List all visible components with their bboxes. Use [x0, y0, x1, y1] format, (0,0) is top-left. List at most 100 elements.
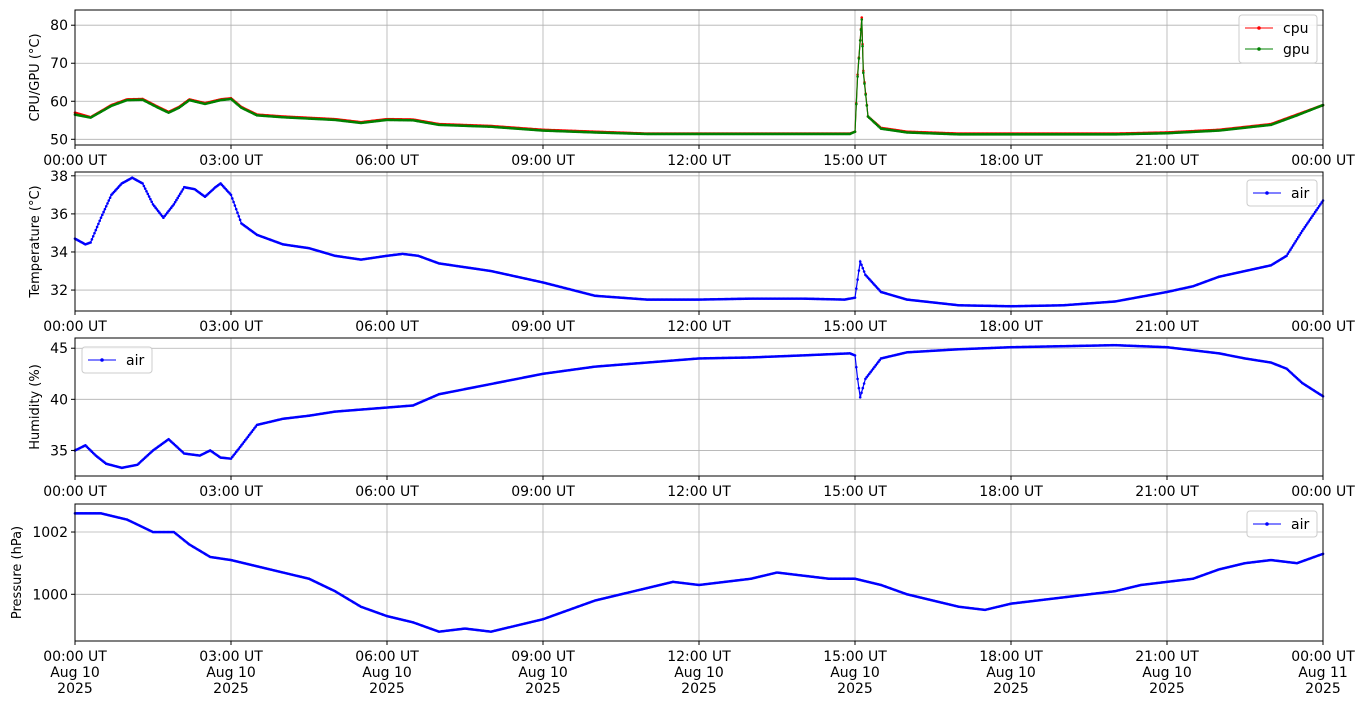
data-point [94, 228, 98, 232]
legend-marker [1265, 191, 1269, 195]
x-tick-label: 15:00 UT [823, 319, 887, 335]
y-axis-label: Temperature (°C) [28, 185, 43, 298]
data-point [229, 193, 233, 197]
data-point [863, 82, 866, 85]
data-point [142, 184, 146, 188]
x-axis: 00:00 UT 03:00 UT 06:00 UT 09:00 UT 12:00 UT… [43, 311, 1355, 335]
legend-item-gpu: gpu [1245, 42, 1310, 58]
data-point [865, 104, 869, 107]
data-point [853, 296, 857, 299]
data-point [860, 391, 863, 394]
data-point [90, 238, 94, 241]
y-tick-label: 32 [50, 283, 68, 299]
data-point [173, 200, 177, 204]
y-tick-label: 50 [50, 132, 68, 148]
data-point [860, 16, 864, 19]
legend: air [1246, 179, 1318, 207]
data-point [149, 197, 152, 201]
data-point [104, 204, 108, 208]
data-point [177, 194, 181, 198]
data-point [91, 234, 95, 238]
data-point [857, 57, 861, 60]
data-point [857, 269, 861, 272]
legend-marker [1257, 26, 1261, 30]
data-point [106, 202, 109, 205]
y-axis-label: Humidity (%) [28, 364, 43, 450]
x-tick-label: 09:00 UT [511, 484, 575, 500]
y-tick-label: 38 [50, 169, 68, 185]
data-point [150, 200, 153, 204]
data-point [856, 278, 859, 281]
data-point [176, 196, 179, 200]
data-point [145, 189, 148, 193]
data-point [855, 102, 858, 106]
data-point [864, 93, 867, 96]
data-point [101, 213, 104, 217]
x-tick-label: 00:00 UT Aug 10 2025 [43, 649, 107, 697]
legend-label: air [1291, 186, 1309, 202]
data-point [856, 75, 859, 78]
data-point [231, 197, 234, 200]
legend-marker [1257, 47, 1261, 51]
data-point [857, 386, 861, 390]
series-air [73, 176, 1325, 308]
legend-label: air [126, 353, 144, 369]
data-point [172, 203, 176, 206]
x-tick-label: 18:00 UT [979, 153, 1043, 169]
data-point [98, 219, 101, 223]
data-point [97, 222, 100, 226]
grid [74, 172, 1324, 311]
x-tick-label: 00:00 UT [1291, 319, 1355, 335]
x-tick-label: 12:00 UT [667, 153, 731, 169]
x-tick-label: 06:00 UT [355, 153, 419, 169]
data-point [147, 195, 151, 198]
data-point [232, 200, 235, 204]
data-point [89, 241, 92, 244]
data-point [181, 188, 185, 191]
grid [74, 10, 1324, 145]
x-tick-label: 03:00 UT Aug 10 2025 [199, 649, 263, 697]
data-point [180, 190, 183, 193]
data-point [860, 263, 863, 267]
legend-label: cpu [1283, 21, 1308, 37]
x-tick-label: 21:00 UT [1135, 153, 1199, 169]
data-point [143, 187, 147, 190]
y-axis-label: Pressure (hPa) [10, 526, 25, 619]
y-tick-label: 80 [50, 18, 68, 34]
legend: air [81, 346, 153, 374]
legend: cpu gpu [1238, 14, 1318, 64]
x-tick-label: 12:00 UT [667, 484, 731, 500]
data-point [95, 225, 99, 229]
data-point [855, 365, 858, 369]
x-tick-label: 18:00 UT [979, 319, 1043, 335]
x-tick-label: 00:00 UT [43, 319, 107, 335]
data-point [175, 198, 178, 202]
data-point [853, 354, 857, 357]
y-tick-label: 60 [50, 94, 68, 110]
y-axis-label: CPU/GPU (°C) [28, 33, 43, 121]
y-tick-label: 1002 [32, 525, 68, 541]
data-point [146, 192, 150, 196]
x-tick-label: 18:00 UT [979, 484, 1043, 500]
x-tick-label: 03:00 UT [199, 319, 263, 335]
y-tick-label: 45 [50, 341, 68, 357]
y-tick-label: 70 [50, 56, 68, 72]
x-tick-label: 12:00 UT [667, 319, 731, 335]
grid [74, 504, 1324, 641]
data-point [102, 210, 105, 214]
data-point [99, 216, 103, 219]
x-tick-label: 06:00 UT [355, 319, 419, 335]
data-point [853, 130, 857, 133]
data-point [862, 71, 865, 75]
data-point [861, 266, 865, 270]
x-tick-label: 03:00 UT [199, 484, 263, 500]
x-tick-label: 06:00 UT [355, 484, 419, 500]
y-tick-label: 40 [50, 392, 68, 408]
data-point [236, 211, 239, 215]
